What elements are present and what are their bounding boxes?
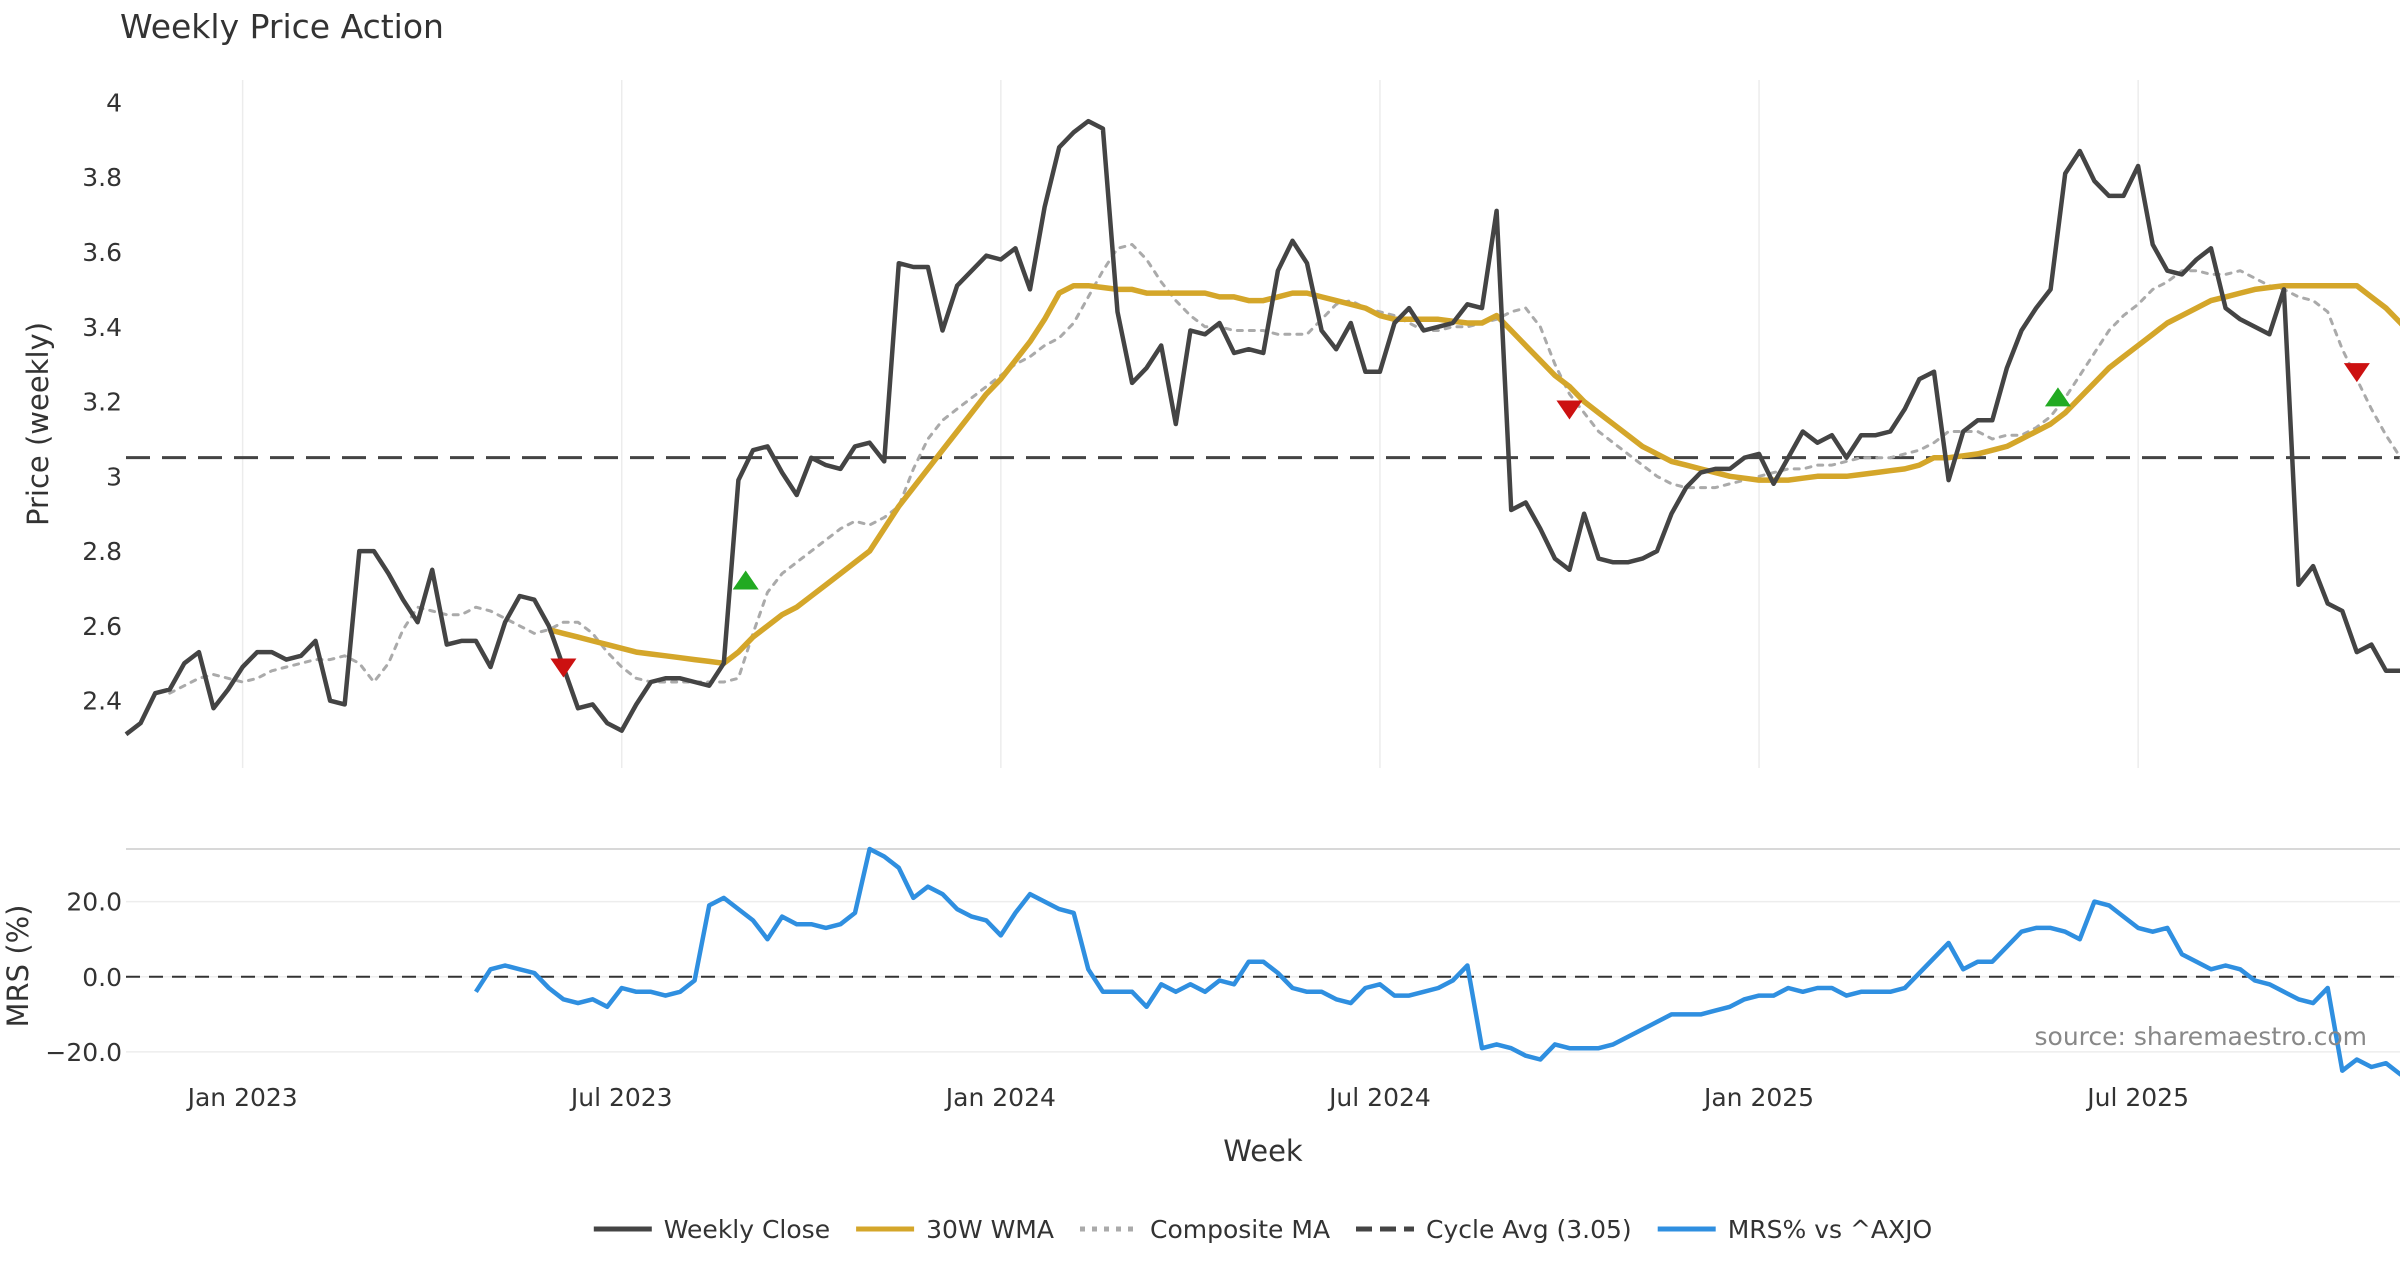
buy-signal-marker-1 — [732, 570, 759, 590]
x-tick-label: Jan 2024 — [944, 1083, 1056, 1112]
x-tick-label: Jul 2024 — [1327, 1083, 1431, 1112]
legend-label: Composite MA — [1150, 1215, 1330, 1244]
x-tick-label: Jan 2023 — [186, 1083, 298, 1112]
series-mrs-vs-axjo — [474, 846, 2400, 1077]
price-y-axis-label: Price (weekly) — [21, 322, 55, 526]
legend-item-2: Composite MA — [1080, 1215, 1330, 1244]
price-y-tick-label: 2.6 — [82, 612, 122, 641]
x-tick-label: Jan 2025 — [1702, 1083, 1814, 1112]
buy-signal-marker-3 — [2044, 387, 2071, 407]
price-y-tick-label: 3 — [106, 462, 122, 491]
legend-item-0: Weekly Close — [593, 1215, 830, 1244]
x-tick-label: Jul 2023 — [569, 1083, 673, 1112]
legend-item-1: 30W WMA — [856, 1215, 1054, 1244]
price-y-tick-label: 4 — [106, 88, 122, 117]
legend-label: MRS% vs ^AXJO — [1728, 1215, 1933, 1244]
price-grid — [241, 80, 2139, 768]
price-series-group — [124, 118, 2400, 737]
series-composite-ma — [168, 243, 2400, 695]
series-weekly-close — [124, 118, 2400, 737]
mrs-series-group — [474, 846, 2400, 1077]
sell-signal-marker-2 — [1556, 400, 1583, 420]
sell-signal-marker-0 — [550, 658, 577, 678]
legend-label: Weekly Close — [664, 1215, 830, 1244]
mrs-y-tick-label: 20.0 — [66, 888, 122, 917]
legend-label: Cycle Avg (3.05) — [1426, 1215, 1632, 1244]
signal-markers — [550, 363, 2370, 678]
mrs-y-axis-label: MRS (%) — [1, 905, 35, 1028]
x-axis-label: Week — [1223, 1134, 1303, 1168]
chart-title: Weekly Price Action — [120, 7, 444, 46]
legend: Weekly Close 30W WMA Composite MA Cycle Avg… — [593, 1215, 1933, 1244]
sell-signal-marker-4 — [2343, 363, 2370, 383]
price-y-tick-label: 3.4 — [82, 313, 122, 342]
legend-item-4: MRS% vs ^AXJO — [1657, 1215, 1933, 1244]
legend-label: 30W WMA — [926, 1215, 1054, 1244]
legend-item-3: Cycle Avg (3.05) — [1356, 1215, 1632, 1244]
series-30w-wma — [548, 282, 2400, 667]
price-y-tick-label: 2.4 — [82, 687, 122, 716]
price-y-ticks: 2.4 2.6 2.8 3 3.2 3.4 3.6 3.8 4 — [82, 88, 122, 715]
mrs-y-ticks: 20.0 0.0 −20.0 — [45, 888, 122, 1067]
mrs-y-tick-label: −20.0 — [45, 1038, 122, 1067]
price-y-tick-label: 3.2 — [82, 388, 122, 417]
mrs-y-tick-label: 0.0 — [82, 963, 122, 992]
price-y-tick-label: 2.8 — [82, 537, 122, 566]
source-annotation: source: sharemaestro.com — [2035, 1022, 2368, 1051]
price-y-tick-label: 3.6 — [82, 238, 122, 267]
price-y-tick-label: 3.8 — [82, 163, 122, 192]
x-tick-label: Jul 2025 — [2085, 1083, 2189, 1112]
x-axis-ticks: Jan 2023 Jul 2023 Jan 2024 Jul 2024 Jan 2025… — [186, 1083, 2189, 1112]
